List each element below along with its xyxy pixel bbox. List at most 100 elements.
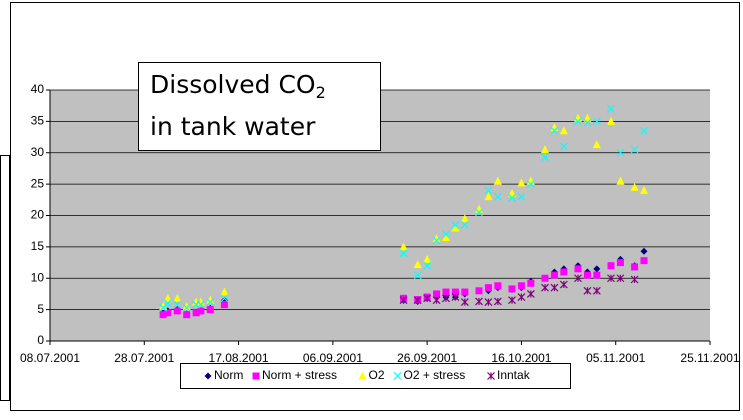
- legend-marker: [393, 372, 402, 380]
- point: [527, 279, 535, 287]
- point: [484, 284, 492, 292]
- point: [432, 236, 441, 245]
- point: [583, 113, 592, 122]
- point: [484, 186, 493, 195]
- point: [460, 220, 469, 229]
- point: [451, 220, 460, 229]
- point: [593, 271, 601, 279]
- point: [399, 249, 408, 258]
- y-tick-label: 10: [31, 270, 45, 284]
- point: [423, 261, 432, 270]
- y-tick-label: 25: [31, 176, 45, 190]
- point: [442, 288, 450, 296]
- x-tick-label: 28.07.2001: [114, 351, 174, 365]
- point: [220, 294, 229, 303]
- side-box: [0, 155, 10, 401]
- point: [493, 176, 502, 185]
- point: [526, 180, 535, 189]
- point: [484, 192, 493, 201]
- chart-title: Dissolved CO2: [150, 70, 326, 102]
- point: [616, 176, 625, 185]
- point: [630, 145, 639, 154]
- x-tick-label: 05.11.2001: [586, 351, 645, 365]
- point: [616, 148, 625, 157]
- point: [526, 290, 535, 298]
- y-tick-label: 40: [31, 82, 45, 96]
- point: [508, 285, 516, 293]
- point: [196, 297, 205, 306]
- point: [607, 116, 615, 125]
- point: [423, 254, 432, 263]
- point: [583, 271, 591, 279]
- legend-label: O2 + stress: [404, 368, 466, 382]
- point: [630, 182, 639, 191]
- point: [475, 297, 483, 306]
- legend-marker: [487, 372, 495, 380]
- x-tick-label: 08.07.2001: [20, 351, 80, 365]
- point: [640, 257, 648, 265]
- point: [442, 232, 450, 241]
- x-tick-label: 25.11.2001: [680, 351, 739, 365]
- point: [616, 274, 625, 283]
- point: [442, 294, 450, 303]
- point: [640, 126, 648, 135]
- point: [640, 185, 648, 194]
- point: [159, 301, 168, 310]
- point: [197, 307, 205, 315]
- point: [550, 283, 559, 292]
- x-tick-label: 26.09.2001: [397, 351, 457, 365]
- legend: [180, 363, 571, 389]
- point: [494, 282, 502, 290]
- point: [182, 303, 191, 312]
- y-tick-label: 20: [31, 208, 45, 222]
- point: [192, 309, 200, 317]
- point: [173, 300, 182, 309]
- title-subscript: 2: [316, 83, 326, 102]
- point: [493, 192, 502, 201]
- point: [631, 263, 639, 271]
- point: [560, 268, 568, 276]
- y-tick-label: 30: [31, 145, 45, 159]
- legend-marker: [204, 372, 212, 380]
- point: [432, 296, 441, 305]
- chart-title: in tank water: [150, 112, 316, 141]
- point: [159, 311, 167, 319]
- point: [399, 296, 408, 305]
- point: [460, 298, 469, 307]
- y-tick-label: 5: [37, 302, 44, 316]
- point: [517, 178, 526, 187]
- point: [399, 242, 408, 251]
- point: [550, 271, 558, 279]
- point: [163, 293, 172, 302]
- point: [559, 142, 568, 151]
- title-box: [138, 62, 381, 151]
- point: [493, 297, 502, 306]
- point: [196, 300, 205, 309]
- point: [182, 301, 191, 310]
- point: [432, 234, 441, 243]
- point: [616, 259, 624, 267]
- point: [475, 287, 483, 295]
- point: [451, 288, 459, 296]
- point: [413, 259, 422, 268]
- x-tick-label: 16.10.2001: [491, 351, 551, 365]
- point: [574, 274, 582, 283]
- point: [508, 296, 516, 305]
- point: [206, 295, 215, 304]
- point: [220, 287, 229, 296]
- legend-marker: [358, 371, 367, 380]
- point: [423, 294, 432, 303]
- point: [508, 194, 516, 202]
- point: [206, 298, 215, 307]
- point: [607, 104, 615, 113]
- point: [173, 293, 182, 302]
- point: [574, 117, 582, 126]
- point: [206, 306, 214, 314]
- point: [508, 189, 516, 198]
- y-tick-label: 15: [31, 239, 45, 253]
- point: [559, 280, 568, 289]
- point: [592, 140, 601, 149]
- point: [607, 274, 615, 283]
- point: [460, 214, 469, 223]
- point: [593, 265, 601, 273]
